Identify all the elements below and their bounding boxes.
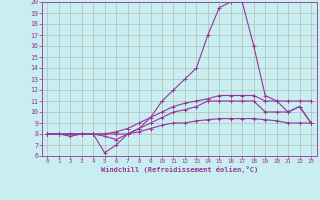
X-axis label: Windchill (Refroidissement éolien,°C): Windchill (Refroidissement éolien,°C) bbox=[100, 166, 258, 173]
